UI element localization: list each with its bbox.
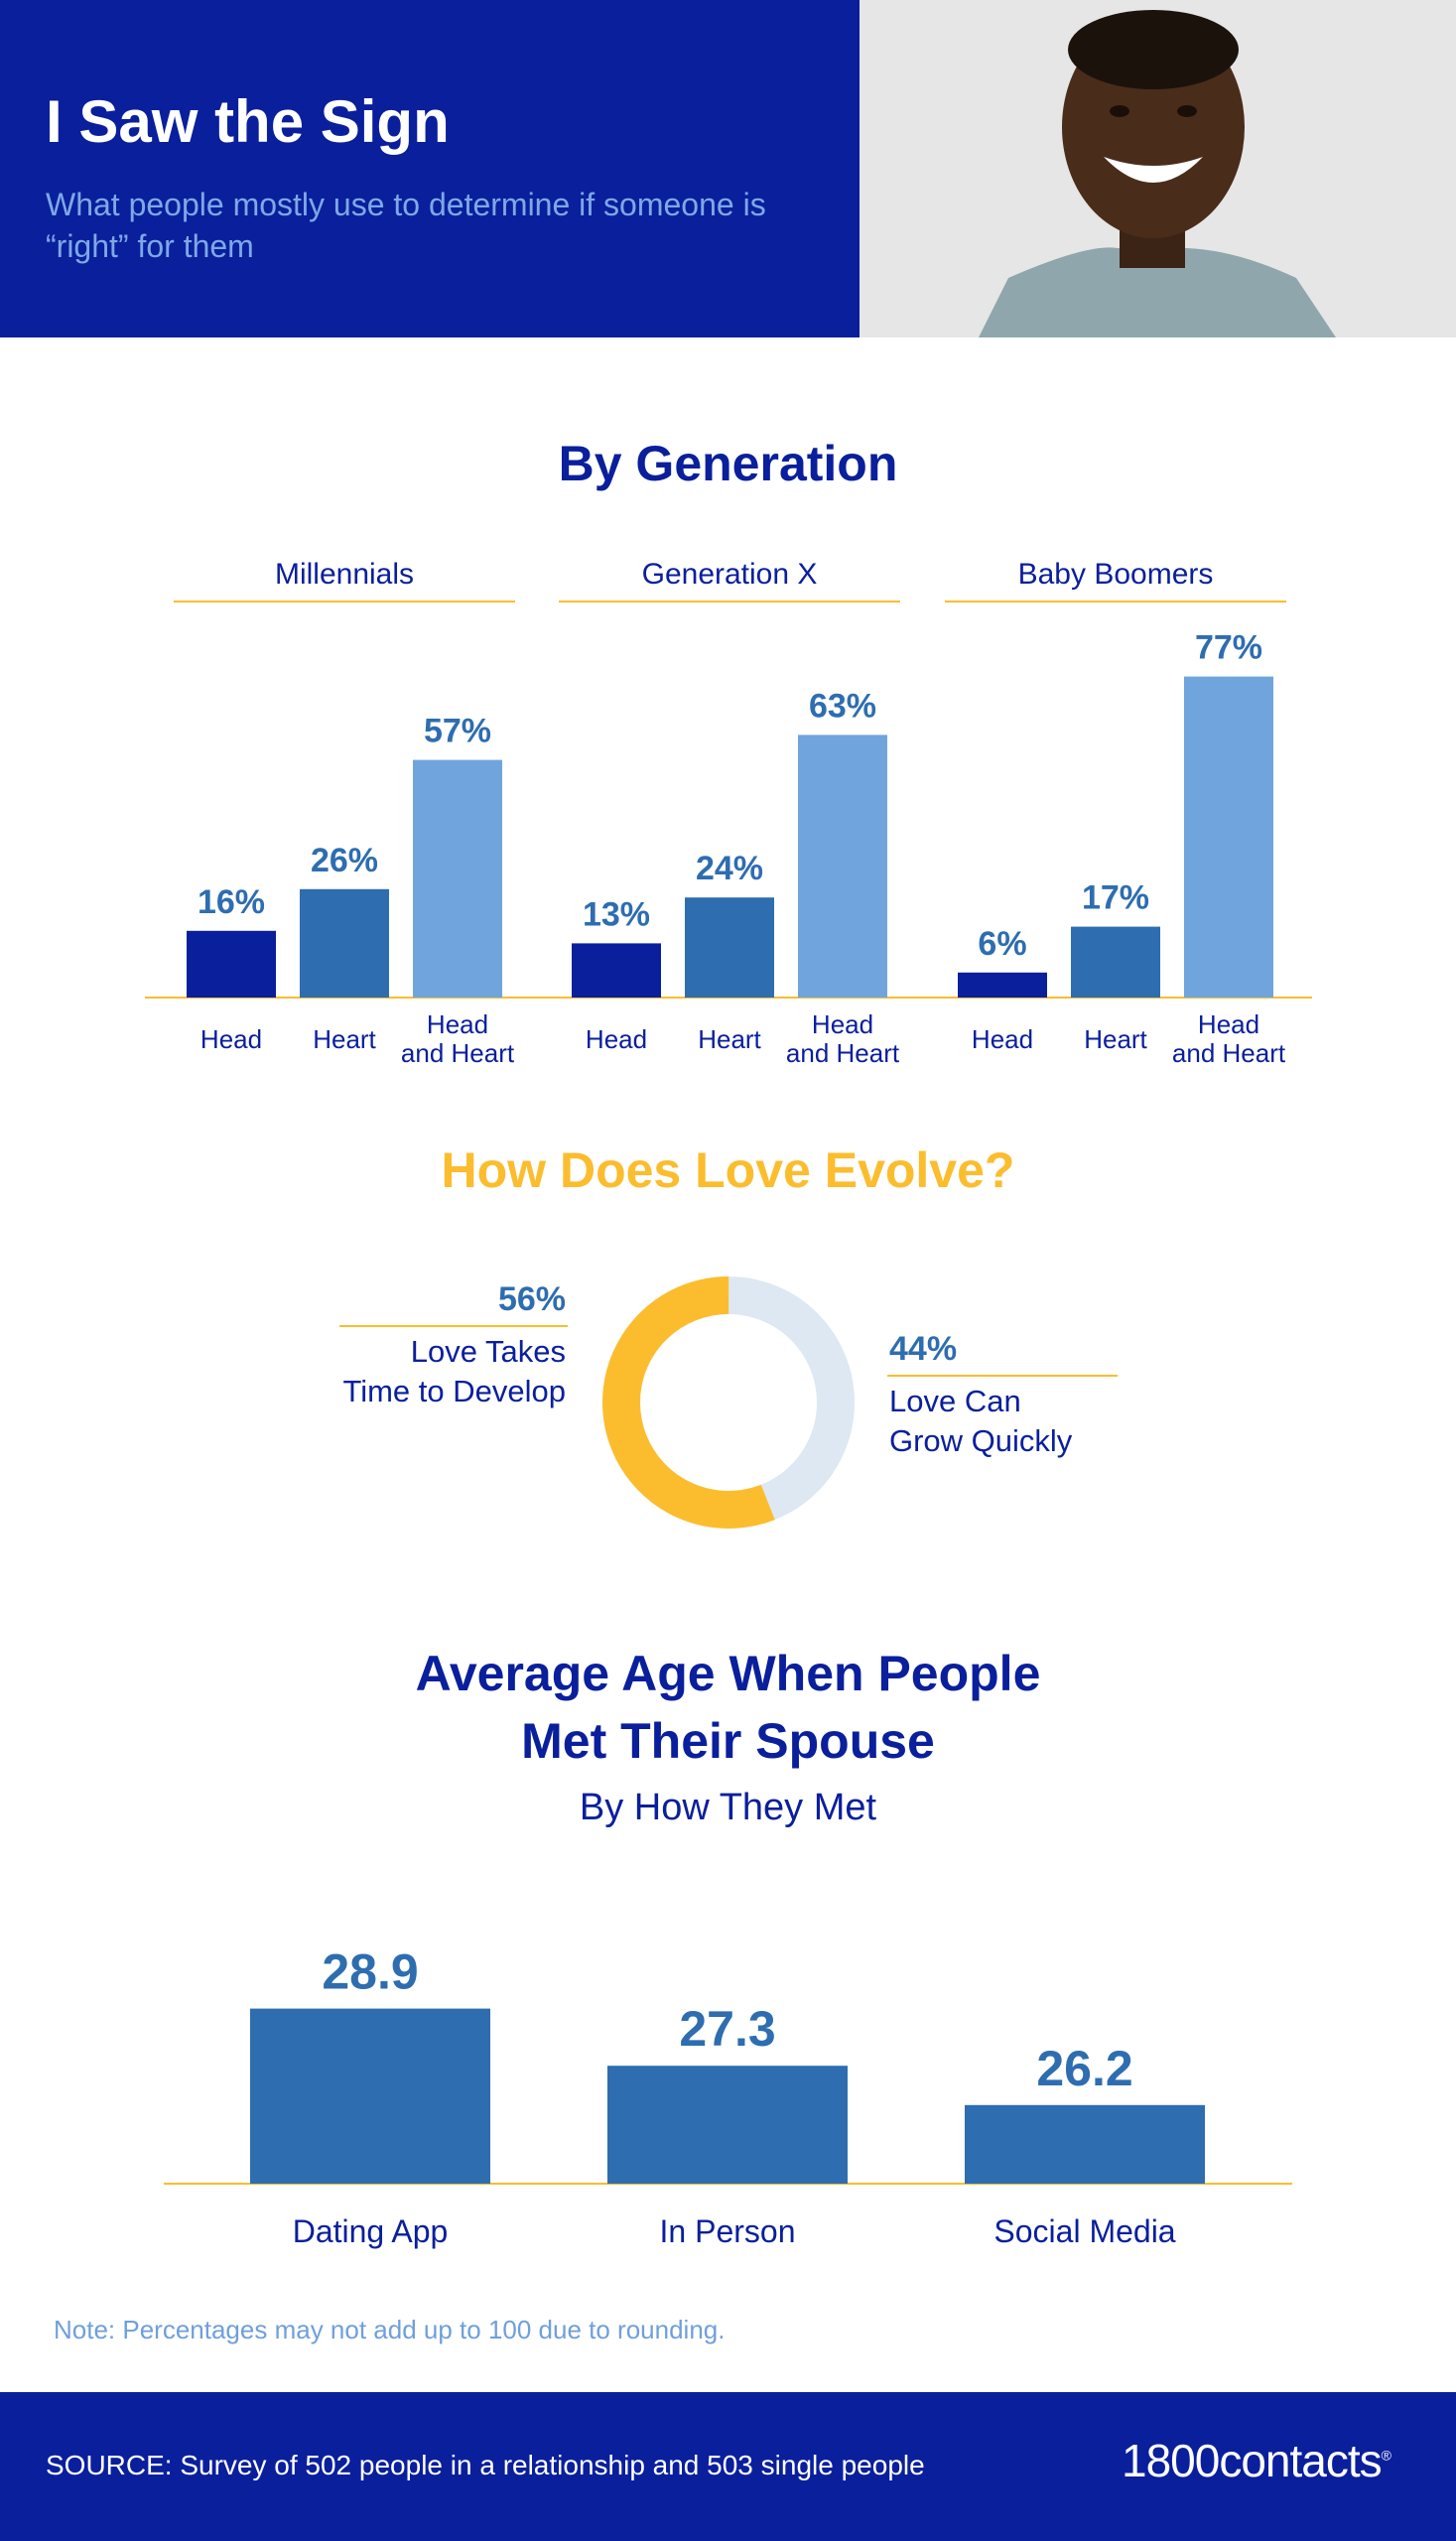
rounding-note: Note: Percentages may not add up to 100 … (54, 2315, 726, 2344)
bar-2-0 (958, 972, 1047, 998)
bar-0-0 (187, 930, 276, 998)
brand-name: 1800contacts (1122, 2435, 1383, 2486)
source-text: SOURCE: Survey of 502 people in a relati… (46, 2450, 925, 2480)
age-chart-subtitle: By How They Met (579, 1787, 877, 1828)
category-label-1-1: Heart (698, 1024, 761, 1054)
category-label-1-2: Head and Heart (786, 1009, 900, 1068)
generation-chart-title: By Generation (558, 436, 898, 491)
bar-value-label-2-1: 17% (1082, 879, 1149, 917)
slice-value-0: 56% (498, 1280, 566, 1318)
bar-value-label-0-2: 57% (424, 713, 491, 750)
bar-2-1 (1071, 926, 1160, 998)
brand-registered-mark: ® (1381, 2447, 1391, 2464)
age-bar-2 (965, 2104, 1205, 2184)
bar-value-label-2-0: 6% (978, 925, 1026, 963)
age-bar-1 (607, 2066, 848, 2184)
category-label-0-2: Head and Heart (401, 1009, 515, 1068)
age-category-label-1: In Person (660, 2213, 796, 2249)
bar-value-label-0-0: 16% (198, 883, 265, 921)
category-label-2-1: Heart (1084, 1024, 1147, 1054)
page-title: I Saw the Sign (46, 88, 450, 155)
group-label-2: Baby Boomers (1018, 558, 1214, 591)
slice-label-1-line-1: Love Can (889, 1384, 1021, 1418)
age-bar-value-0: 28.9 (322, 1944, 418, 2000)
bar-value-label-1-0: 13% (583, 895, 650, 933)
bar-1-2 (798, 735, 887, 998)
person-photo (860, 0, 1456, 337)
bar-1-0 (572, 943, 661, 998)
slice-label-0-line-2: Time to Develop (342, 1374, 566, 1408)
bar-value-label-2-2: 77% (1195, 629, 1262, 667)
love-chart-title: How Does Love Evolve? (441, 1142, 1015, 1198)
slice-label-1-line-2: Grow Quickly (889, 1423, 1073, 1458)
bar-0-2 (413, 759, 502, 998)
age-bar-0 (250, 2008, 490, 2184)
age-chart-title: Average Age When People Met Their Spouse (0, 1640, 1456, 1775)
bar-value-label-1-1: 24% (696, 850, 763, 887)
group-label-0: Millennials (275, 558, 414, 591)
slice-value-1: 44% (889, 1330, 957, 1368)
age-category-label-0: Dating App (293, 2213, 449, 2249)
category-label-0-0: Head (200, 1024, 262, 1054)
age-bar-chart: 28.9 Dating App 27.3 In Person 26.2 Social Me… (164, 1944, 1292, 2249)
category-label-1-0: Head (586, 1024, 647, 1054)
age-category-label-2: Social Media (993, 2213, 1175, 2249)
category-label-2-0: Head (972, 1024, 1033, 1054)
brand-logo: 1800contacts® (1122, 2434, 1391, 2487)
bar-1-1 (685, 897, 774, 998)
love-donut-chart: 56% Love Takes Time to Develop 44% Love Can G… (339, 1276, 1118, 1529)
bar-value-label-1-2: 63% (809, 687, 876, 725)
group-label-1: Generation X (642, 558, 818, 591)
bar-value-label-0-1: 26% (311, 842, 378, 879)
page-subtitle: What people mostly use to determine if s… (46, 187, 766, 264)
age-chart-title-line-1: Average Age When People (415, 1646, 1041, 1701)
age-bar-value-1: 27.3 (679, 2001, 775, 2057)
category-label-0-1: Heart (313, 1024, 376, 1054)
age-bar-value-2: 26.2 (1036, 2041, 1132, 2096)
generation-bar-chart: Millennials 16% Head 26% Heart 57% Head and Hea… (145, 558, 1312, 1068)
bar-0-1 (300, 888, 389, 998)
slice-label-0-line-1: Love Takes (411, 1334, 566, 1369)
category-label-2-2: Head and Heart (1172, 1009, 1286, 1068)
footer-banner (0, 2392, 1456, 2541)
bar-2-2 (1184, 676, 1273, 998)
donut-slice-0 (602, 1276, 855, 1529)
age-chart-title-line-2: Met Their Spouse (521, 1713, 935, 1769)
